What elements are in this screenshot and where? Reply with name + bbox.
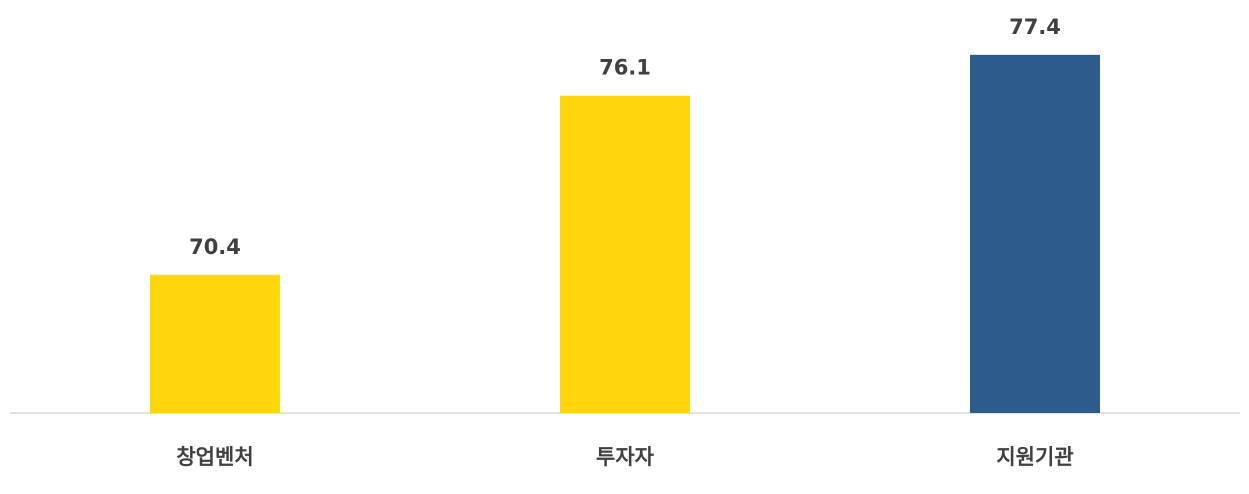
bar: [150, 274, 280, 413]
data-label: 70.4: [189, 235, 241, 259]
bar: [970, 54, 1100, 413]
x-tick-label: 창업벤처: [176, 445, 253, 469]
bar: [560, 95, 690, 414]
x-tick-label: 지원기관: [996, 445, 1073, 469]
data-label: 76.1: [599, 56, 651, 80]
data-label: 77.4: [1009, 15, 1061, 39]
x-tick-label: 투자자: [596, 445, 655, 469]
